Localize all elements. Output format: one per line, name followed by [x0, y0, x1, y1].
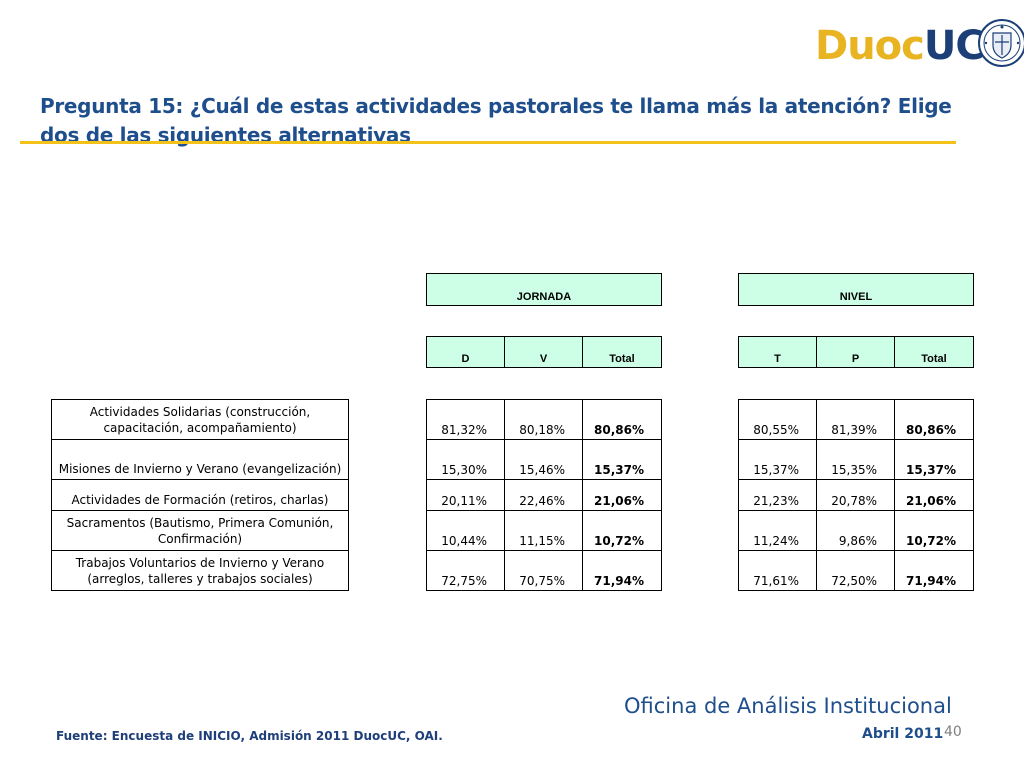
cell-p: 72,50% — [816, 550, 895, 591]
cell-v: 22,46% — [504, 479, 583, 511]
cell-p: 15,35% — [816, 439, 895, 480]
cell-t: 15,37% — [738, 439, 817, 480]
university-seal-icon — [978, 19, 1024, 67]
cell-total-jornada: 15,37% — [582, 439, 662, 480]
cell-total-jornada: 80,86% — [582, 399, 662, 440]
column-header-d: D — [426, 336, 505, 368]
logo-uc-text: UC — [923, 23, 985, 69]
cell-p: 81,39% — [816, 399, 895, 440]
logo-duoc-text: Duoc — [815, 23, 925, 69]
cell-p: 20,78% — [816, 479, 895, 511]
cell-d: 15,30% — [426, 439, 505, 480]
row-label: Actividades de Formación (retiros, charl… — [51, 479, 349, 511]
column-header-t: T — [738, 336, 817, 368]
row-label: Sacramentos (Bautismo, Primera Comunión,… — [51, 510, 349, 551]
cell-t: 71,61% — [738, 550, 817, 591]
cell-t: 11,24% — [738, 510, 817, 551]
group-header-nivel: NIVEL — [738, 273, 974, 306]
duocuc-logo: DuocUC — [815, 18, 1024, 74]
cell-d: 20,11% — [426, 479, 505, 511]
cell-t: 80,55% — [738, 399, 817, 440]
source-note: Fuente: Encuesta de INICIO, Admisión 201… — [56, 729, 443, 743]
column-header-total-jornada: Total — [582, 336, 662, 368]
cell-v: 70,75% — [504, 550, 583, 591]
column-header-total-nivel: Total — [894, 336, 974, 368]
cell-d: 81,32% — [426, 399, 505, 440]
cell-total-nivel: 10,72% — [894, 510, 974, 551]
report-date: Abril 2011 — [862, 726, 944, 742]
cell-total-nivel: 15,37% — [894, 439, 974, 480]
cell-v: 15,46% — [504, 439, 583, 480]
cell-v: 11,15% — [504, 510, 583, 551]
column-header-v: V — [504, 336, 583, 368]
cell-p: 9,86% — [816, 510, 895, 551]
cell-total-nivel: 71,94% — [894, 550, 974, 591]
group-header-jornada: JORNADA — [426, 273, 662, 306]
cell-total-jornada: 71,94% — [582, 550, 662, 591]
cell-total-jornada: 10,72% — [582, 510, 662, 551]
title-underline — [20, 141, 956, 144]
cell-total-nivel: 21,06% — [894, 479, 974, 511]
cell-d: 10,44% — [426, 510, 505, 551]
cell-v: 80,18% — [504, 399, 583, 440]
page-number: 40 — [944, 724, 962, 740]
logo-wordmark: DuocUC — [815, 22, 985, 70]
office-name: Oficina de Análisis Institucional — [624, 694, 952, 718]
row-label: Trabajos Voluntarios de Invierno y Veran… — [51, 550, 349, 591]
row-label: Misiones de Invierno y Verano (evangeliz… — [51, 439, 349, 480]
cell-d: 72,75% — [426, 550, 505, 591]
row-label: Actividades Solidarias (construcción, ca… — [51, 399, 349, 440]
cell-total-nivel: 80,86% — [894, 399, 974, 440]
cell-total-jornada: 21,06% — [582, 479, 662, 511]
column-header-p: P — [816, 336, 895, 368]
cell-t: 21,23% — [738, 479, 817, 511]
